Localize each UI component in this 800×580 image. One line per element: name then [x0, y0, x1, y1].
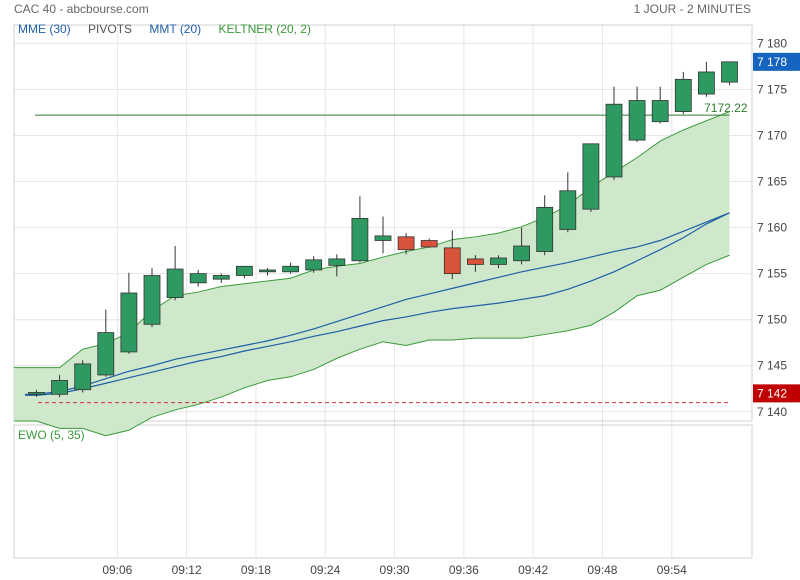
- candle-up: [189, 273, 207, 284]
- candle-up: [97, 332, 115, 376]
- candle-up: [235, 265, 253, 276]
- candle-up: [374, 235, 392, 241]
- legend-keltner[interactable]: KELTNER (20, 2): [218, 22, 311, 36]
- x-tick-label: 09:30: [380, 563, 410, 577]
- low-price-tag-bg: [753, 384, 800, 403]
- last-price-tag-bg: [753, 52, 800, 71]
- candle-down: [443, 247, 461, 275]
- moving-averages: [25, 212, 730, 396]
- legend-mme[interactable]: MME (30): [18, 22, 71, 36]
- x-tick-label: 09:24: [310, 563, 340, 577]
- x-tick-label: 09:06: [102, 563, 132, 577]
- x-tick-label: 09:48: [587, 563, 617, 577]
- candle-up: [51, 380, 68, 395]
- candle-up: [698, 71, 715, 95]
- y-tick-label: 7 170: [757, 129, 787, 143]
- keltner-lower-line: [14, 254, 730, 437]
- main-panel-frame: [13, 24, 753, 422]
- y-tick-label: 7 160: [757, 221, 787, 235]
- candle-up: [651, 100, 669, 123]
- y-tick-label: 7 175: [757, 82, 787, 96]
- candle-up: [74, 363, 92, 391]
- x-tick-label: 09:36: [449, 563, 479, 577]
- candle-up: [212, 275, 230, 280]
- y-tick-label: 7 165: [757, 175, 787, 189]
- instrument-title: CAC 40 - abcbourse.com: [14, 2, 149, 16]
- candle-down: [466, 258, 484, 265]
- price-tags: 7 178 7 142: [753, 52, 800, 403]
- y-tick-label: 7 140: [757, 405, 787, 419]
- last-price-tag: 7 178: [757, 55, 787, 69]
- low-price-tag: 7 142: [757, 386, 787, 400]
- candle-up: [328, 258, 346, 266]
- timeframe-label: 1 JOUR - 2 MINUTES: [633, 2, 751, 16]
- mme-30-line: [25, 212, 730, 395]
- candle-up: [259, 269, 276, 273]
- candles: [28, 61, 738, 398]
- candle-up: [536, 206, 554, 252]
- y-tick-label: 7 145: [757, 359, 787, 373]
- candle-up: [559, 190, 577, 230]
- candle-up: [513, 245, 530, 262]
- y-tick-label: 7 150: [757, 313, 787, 327]
- candle-up: [490, 257, 507, 265]
- candle-down: [397, 236, 415, 251]
- x-tick-label: 09:54: [657, 563, 687, 577]
- ewo-panel-frame: [13, 424, 753, 559]
- legend-mmt[interactable]: MMT (20): [149, 22, 202, 36]
- candle-up: [605, 103, 623, 178]
- x-tick-label: 09:42: [518, 563, 548, 577]
- mmt-20-line: [25, 212, 730, 396]
- candle-up: [305, 259, 323, 271]
- x-tick-label: 09:12: [172, 563, 202, 577]
- candle-up: [628, 100, 646, 141]
- candle-down: [420, 240, 438, 248]
- y-axis: 7 140 7 145 7 150 7 155 7 160 7 165 7 170 7 175…: [757, 36, 787, 418]
- candle-up: [674, 78, 692, 112]
- keltner-fill: [14, 111, 730, 436]
- candle-up: [351, 217, 369, 262]
- y-tick-label: 7 155: [757, 267, 787, 281]
- candle-up: [721, 61, 738, 83]
- x-axis: 09:06 09:12 09:18 09:24 09:30 09:36 09:42 09:48…: [102, 563, 687, 577]
- candle-up: [166, 268, 184, 298]
- ewo-label[interactable]: EWO (5, 35): [18, 428, 85, 442]
- candle-up: [143, 275, 161, 325]
- y-tick-label: 7 180: [757, 36, 787, 50]
- candle-up: [282, 265, 300, 273]
- candle-up: [120, 292, 138, 353]
- legend-pivots[interactable]: PIVOTS: [88, 22, 133, 36]
- candle-up: [28, 392, 45, 395]
- pivot-high-label: 7172.22: [704, 101, 748, 115]
- candle-up: [582, 143, 600, 210]
- x-tick-label: 09:18: [241, 563, 271, 577]
- indicator-legend: MME (30) PIVOTS MMT (20) KELTNER (20, 2): [18, 22, 325, 36]
